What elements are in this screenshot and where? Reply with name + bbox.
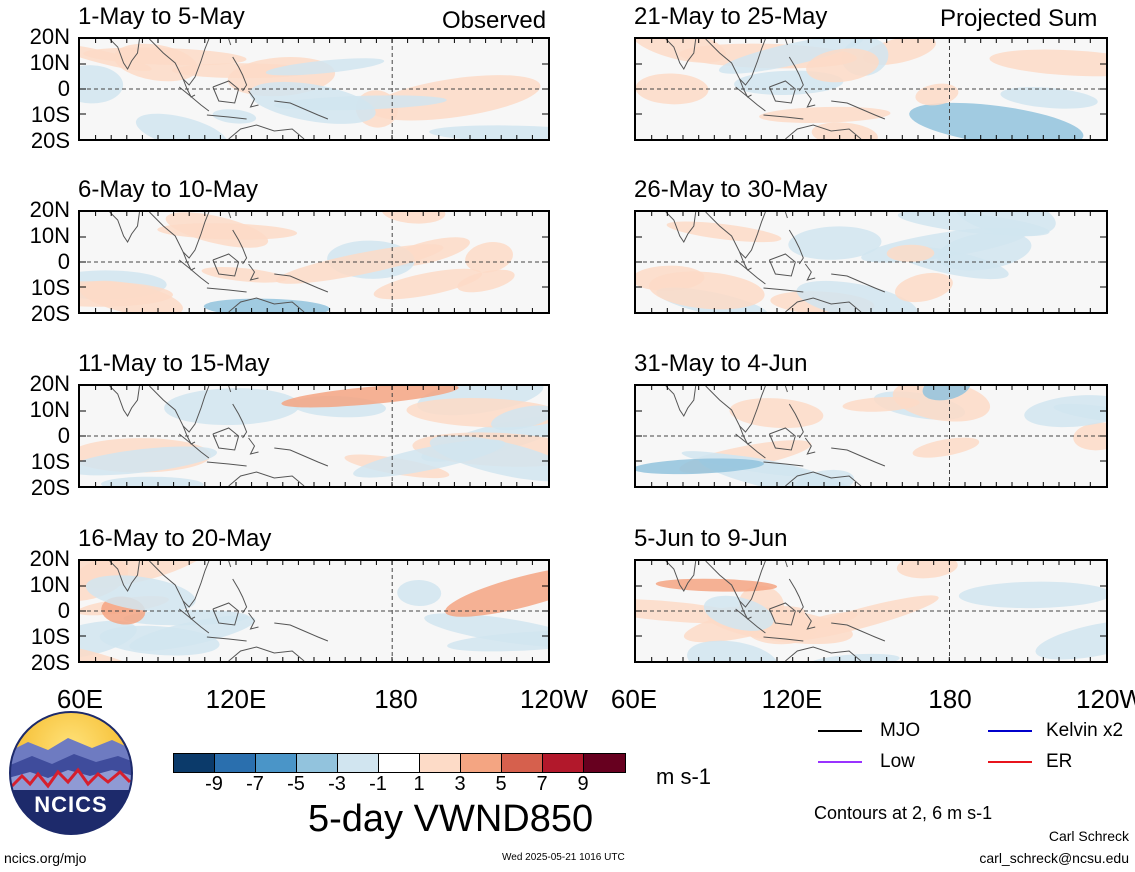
footer-email: carl_schreck@ncsu.edu — [979, 850, 1129, 866]
colorbar-swatch-11 — [584, 754, 625, 772]
panel-title-right-1: 21-May to 25-May — [634, 3, 828, 30]
lat-label-2-1: 20N — [29, 197, 70, 222]
colorbar-swatch-2 — [215, 754, 256, 772]
colorbar-tick-10: 9 — [577, 773, 589, 795]
legend-line-mjo — [818, 730, 862, 732]
lat-label-3-1: 20N — [29, 371, 70, 396]
legend-line-kelvin — [988, 730, 1032, 732]
logo-text: NCICS — [34, 792, 108, 817]
colorbar-swatch-7 — [420, 754, 461, 772]
lat-label-4-5: 20S — [30, 650, 70, 675]
map-field-left-1 — [80, 39, 548, 139]
map-panel-right-4 — [634, 559, 1108, 663]
lat-label-2-3: 0 — [57, 249, 70, 274]
legend-line-er — [988, 761, 1032, 763]
lon-label-180-left: 180 — [374, 684, 418, 714]
projected-sum-label: Projected Sum — [940, 5, 1098, 32]
colorbar-tick-5: -1 — [369, 773, 387, 795]
lat-label-3-3: 0 — [57, 423, 70, 448]
map-panel-left-4 — [78, 559, 550, 663]
observed-label: Observed — [442, 7, 547, 34]
lat-label-4-2: 10N — [29, 572, 70, 597]
lat-label-2-4: 10S — [30, 275, 70, 300]
colorbar-tick-9: 7 — [536, 773, 548, 795]
colorbar-swatch-3 — [256, 754, 297, 772]
lat-label-2-2: 10N — [29, 223, 70, 248]
footer-url[interactable]: ncics.org/mjo — [4, 850, 87, 866]
map-field-right-3 — [636, 386, 1106, 486]
colorbar — [173, 753, 626, 773]
lat-label-1-5: 20S — [30, 128, 70, 153]
map-field-right-2 — [636, 212, 1106, 312]
lat-label-4-4: 10S — [30, 624, 70, 649]
footer-author: Carl Schreck — [1048, 828, 1129, 844]
panel-title-left-1: 1-May to 5-May — [78, 3, 245, 30]
lat-label-3-2: 10N — [29, 397, 70, 422]
colorbar-swatch-6 — [379, 754, 420, 772]
colorbar-tick-7: 3 — [454, 773, 466, 795]
map-field-right-1 — [636, 39, 1106, 139]
lon-label-60e-right: 60E — [610, 684, 658, 714]
colorbar-swatch-4 — [297, 754, 338, 772]
lat-label-4-1: 20N — [29, 546, 70, 571]
panel-title-right-2: 26-May to 30-May — [634, 176, 828, 203]
map-panel-left-1 — [78, 37, 550, 141]
main-title: 5-day VWND850 — [308, 798, 594, 840]
lat-label-1-1: 20N — [29, 24, 70, 49]
lon-label-120w-left: 120W — [520, 684, 588, 714]
map-field-right-4 — [636, 561, 1106, 661]
map-field-left-2 — [80, 212, 548, 312]
colorbar-swatch-8 — [461, 754, 502, 772]
lat-label-1-4: 10S — [30, 102, 70, 127]
colorbar-tick-3: -5 — [287, 773, 305, 795]
legend-low-label: Low — [880, 751, 915, 772]
colorbar-tick-6: 1 — [413, 773, 425, 795]
legend-kelvin-label: Kelvin x2 — [1046, 720, 1124, 741]
colorbar-tick-1: -9 — [205, 773, 223, 795]
lat-label-1-3: 0 — [57, 76, 70, 101]
legend-line-low — [818, 761, 862, 763]
panel-title-right-4: 5-Jun to 9-Jun — [634, 525, 788, 552]
map-field-left-4 — [80, 561, 548, 661]
contour-note: Contours at 2, 6 m s-1 — [814, 803, 993, 823]
colorbar-tick-2: -7 — [246, 773, 264, 795]
panel-title-left-3: 11-May to 15-May — [78, 350, 270, 377]
footer-timestamp: Wed 2025-05-21 1016 UTC — [502, 852, 625, 863]
panel-title-left-2: 6-May to 10-May — [78, 176, 259, 203]
map-panel-left-2 — [78, 210, 550, 314]
lat-label-4-3: 0 — [57, 598, 70, 623]
lat-label-3-5: 20S — [30, 475, 70, 500]
map-field-left-3 — [80, 386, 548, 486]
lon-label-120e-right: 120E — [761, 684, 823, 714]
lon-label-180-right: 180 — [928, 684, 972, 714]
lat-label-2-5: 20S — [30, 301, 70, 326]
lon-label-60e-left: 60E — [56, 684, 104, 714]
panel-title-right-3: 31-May to 4-Jun — [634, 350, 808, 377]
panel-title-left-4: 16-May to 20-May — [78, 525, 272, 552]
colorbar-swatch-9 — [502, 754, 543, 772]
lat-label-1-2: 10N — [29, 50, 70, 75]
lat-label-3-4: 10S — [30, 449, 70, 474]
colorbar-units: m s-1 — [656, 764, 711, 789]
map-panel-right-3 — [634, 384, 1108, 488]
ncics-logo: NCICS — [8, 710, 134, 836]
map-panel-left-3 — [78, 384, 550, 488]
colorbar-swatch-1 — [174, 754, 215, 772]
legend-mjo-label: MJO — [880, 720, 921, 741]
lon-label-120e-left: 120E — [205, 684, 267, 714]
colorbar-swatch-5 — [338, 754, 379, 772]
colorbar-tick-8: 5 — [495, 773, 507, 795]
map-panel-right-2 — [634, 210, 1108, 314]
colorbar-tick-4: -3 — [328, 773, 346, 795]
legend-er-label: ER — [1046, 751, 1073, 772]
map-panel-right-1 — [634, 37, 1108, 141]
lon-label-120w-right: 120W — [1076, 684, 1135, 714]
colorbar-swatch-10 — [543, 754, 584, 772]
